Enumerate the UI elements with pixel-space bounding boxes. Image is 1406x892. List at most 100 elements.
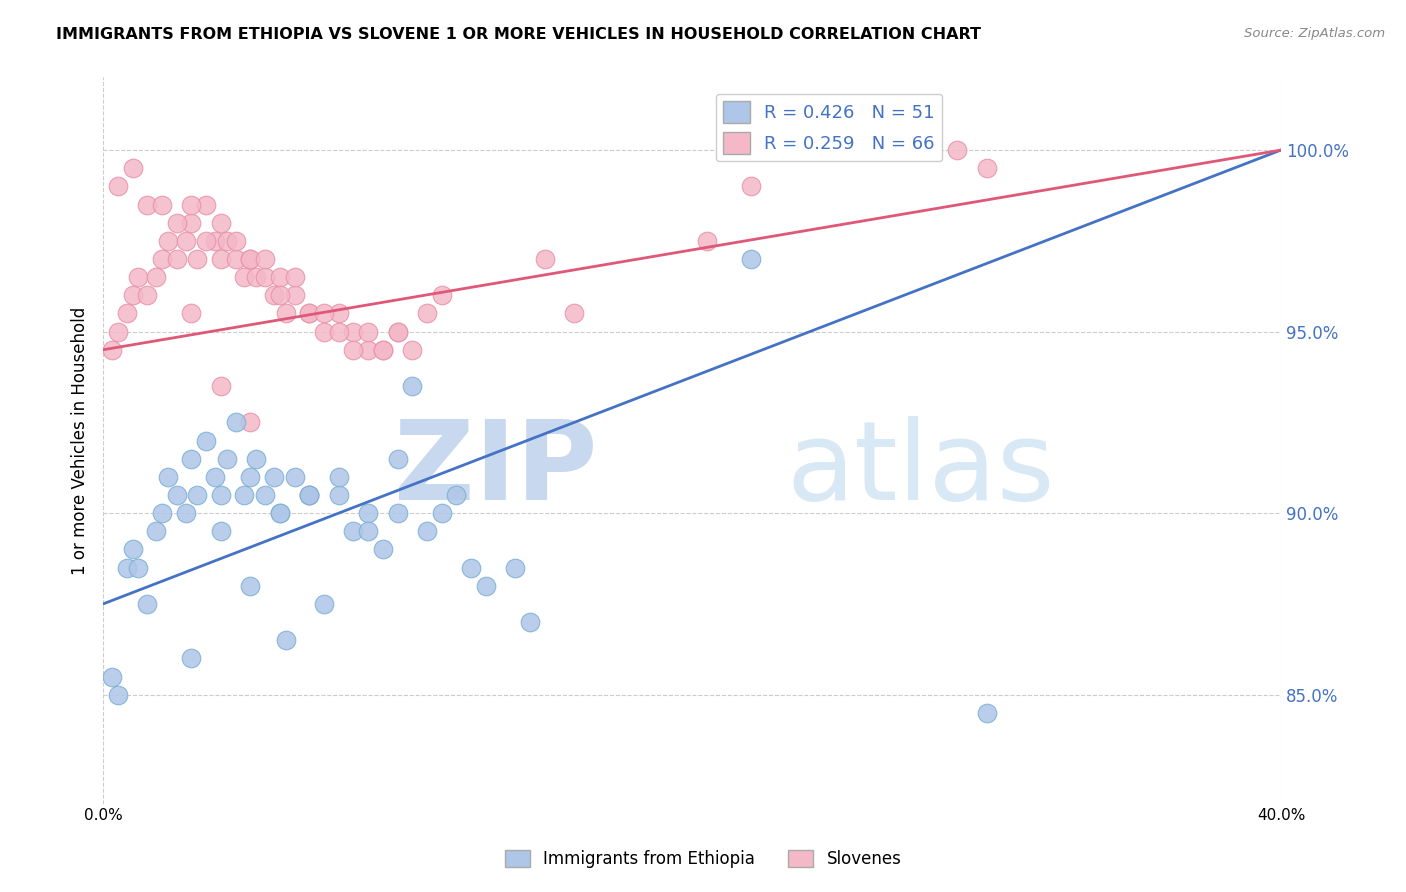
Point: [328, 488, 350, 502]
Point: [976, 706, 998, 720]
Point: [239, 416, 262, 430]
Point: [342, 343, 364, 357]
Text: IMMIGRANTS FROM ETHIOPIA VS SLOVENE 1 OR MORE VEHICLES IN HOUSEHOLD CORRELATION : IMMIGRANTS FROM ETHIOPIA VS SLOVENE 1 OR…: [56, 27, 981, 42]
Point: [209, 379, 232, 393]
Point: [174, 506, 197, 520]
Point: [401, 343, 423, 357]
Point: [298, 488, 321, 502]
Point: [401, 379, 423, 393]
Point: [186, 488, 208, 502]
Point: [357, 524, 380, 539]
Point: [245, 451, 267, 466]
Point: [254, 252, 277, 266]
Point: [328, 470, 350, 484]
Point: [269, 506, 291, 520]
Point: [696, 234, 718, 248]
Point: [357, 343, 380, 357]
Point: [136, 197, 159, 211]
Point: [204, 470, 226, 484]
Point: [254, 270, 277, 285]
Point: [239, 470, 262, 484]
Point: [387, 325, 409, 339]
Point: [312, 306, 335, 320]
Point: [519, 615, 541, 629]
Point: [121, 161, 143, 176]
Point: [342, 524, 364, 539]
Legend: R = 0.426   N = 51, R = 0.259   N = 66: R = 0.426 N = 51, R = 0.259 N = 66: [716, 94, 942, 161]
Point: [107, 688, 129, 702]
Point: [127, 560, 149, 574]
Point: [416, 306, 439, 320]
Point: [269, 288, 291, 302]
Point: [215, 451, 238, 466]
Point: [156, 470, 179, 484]
Legend: Immigrants from Ethiopia, Slovenes: Immigrants from Ethiopia, Slovenes: [498, 843, 908, 875]
Point: [254, 488, 277, 502]
Point: [195, 197, 218, 211]
Point: [204, 234, 226, 248]
Point: [328, 325, 350, 339]
Point: [263, 288, 285, 302]
Point: [180, 216, 202, 230]
Point: [357, 506, 380, 520]
Point: [269, 270, 291, 285]
Point: [263, 470, 285, 484]
Point: [225, 234, 247, 248]
Point: [312, 325, 335, 339]
Point: [115, 306, 138, 320]
Point: [121, 542, 143, 557]
Point: [166, 216, 188, 230]
Point: [101, 669, 124, 683]
Point: [533, 252, 555, 266]
Point: [180, 197, 202, 211]
Point: [387, 451, 409, 466]
Point: [209, 252, 232, 266]
Point: [446, 488, 468, 502]
Point: [298, 488, 321, 502]
Point: [145, 270, 167, 285]
Point: [195, 234, 218, 248]
Point: [371, 542, 394, 557]
Point: [150, 506, 173, 520]
Point: [740, 179, 762, 194]
Point: [145, 524, 167, 539]
Point: [195, 434, 218, 448]
Point: [387, 325, 409, 339]
Point: [430, 506, 453, 520]
Point: [156, 234, 179, 248]
Point: [505, 560, 527, 574]
Point: [115, 560, 138, 574]
Point: [371, 343, 394, 357]
Point: [283, 288, 305, 302]
Point: [946, 143, 969, 157]
Point: [239, 252, 262, 266]
Point: [166, 488, 188, 502]
Point: [283, 270, 305, 285]
Point: [127, 270, 149, 285]
Point: [274, 633, 297, 648]
Point: [233, 488, 256, 502]
Point: [150, 252, 173, 266]
Text: Source: ZipAtlas.com: Source: ZipAtlas.com: [1244, 27, 1385, 40]
Point: [245, 270, 267, 285]
Point: [174, 234, 197, 248]
Point: [740, 252, 762, 266]
Point: [233, 270, 256, 285]
Point: [976, 161, 998, 176]
Point: [209, 216, 232, 230]
Point: [298, 306, 321, 320]
Point: [225, 252, 247, 266]
Point: [283, 470, 305, 484]
Point: [460, 560, 482, 574]
Point: [562, 306, 585, 320]
Point: [328, 306, 350, 320]
Point: [416, 524, 439, 539]
Point: [357, 325, 380, 339]
Point: [371, 343, 394, 357]
Point: [274, 306, 297, 320]
Point: [121, 288, 143, 302]
Point: [209, 524, 232, 539]
Point: [269, 506, 291, 520]
Point: [239, 579, 262, 593]
Point: [215, 234, 238, 248]
